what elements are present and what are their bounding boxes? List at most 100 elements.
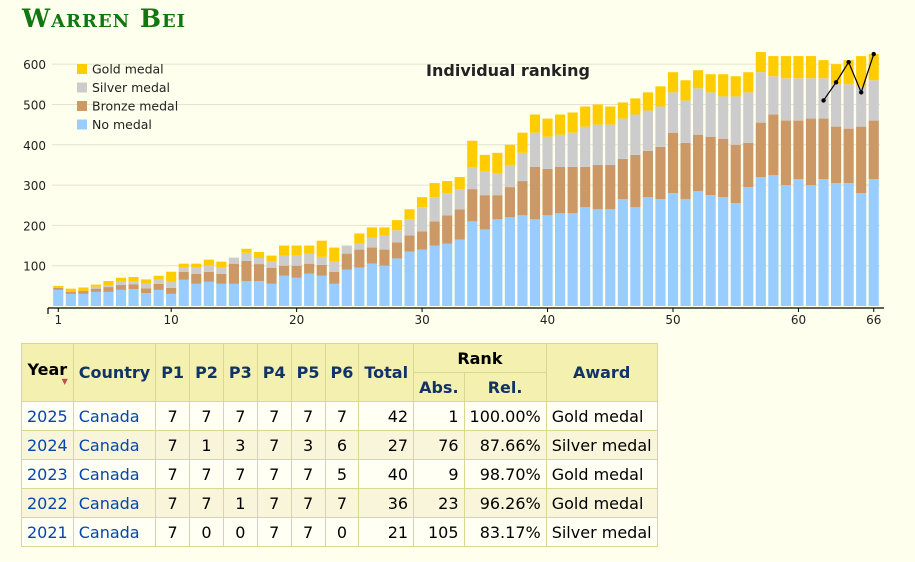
p2-score: 7 [189, 459, 224, 489]
bar-gold [354, 233, 365, 244]
bar-bronze [203, 271, 214, 282]
col-header-p6[interactable]: P6 [324, 343, 360, 402]
bar-bronze [630, 154, 641, 208]
bar-no-medal [605, 209, 616, 306]
bar-bronze [103, 287, 114, 292]
legend-label: Silver medal [92, 80, 170, 95]
bar-no-medal [630, 207, 641, 306]
bar-gold [266, 255, 277, 262]
bar-gold [555, 114, 566, 135]
bar-gold [517, 132, 528, 153]
bar-silver [467, 166, 478, 190]
bar-silver [805, 78, 817, 119]
bar-bronze [141, 288, 152, 294]
bar-bronze [417, 231, 428, 250]
overlay-point [871, 51, 876, 57]
year-link[interactable]: 2022 [21, 488, 74, 518]
bar-bronze [90, 288, 101, 292]
year-link[interactable]: 2021 [21, 517, 74, 547]
year-link[interactable]: 2025 [21, 401, 74, 431]
rank-rel: 96.26% [463, 488, 547, 518]
bar-bronze [65, 291, 76, 294]
year-link[interactable]: 2023 [21, 459, 74, 489]
bar-no-medal [705, 195, 716, 306]
legend-swatch [77, 64, 87, 74]
bar-gold [730, 76, 741, 97]
total-score: 21 [358, 517, 415, 547]
bar-no-medal [316, 275, 327, 306]
bar-bronze [743, 142, 754, 188]
p5-score: 7 [290, 401, 326, 431]
bar-silver [655, 106, 666, 147]
col-header-p1[interactable]: P1 [155, 343, 191, 402]
bar-gold [366, 227, 377, 238]
col-header-p5[interactable]: P5 [290, 343, 326, 402]
country-link[interactable]: Canada [72, 488, 157, 518]
legend-label: No medal [92, 117, 152, 132]
p2-score: 7 [189, 488, 224, 518]
col-header-abs[interactable]: Abs. [413, 372, 465, 402]
bar-silver [693, 88, 704, 135]
bar-no-medal [329, 283, 340, 306]
bar-bronze [642, 150, 653, 198]
bar-bronze [191, 273, 202, 284]
bar-silver [843, 84, 854, 129]
bar-bronze [705, 136, 716, 196]
x-tick-label: 66 [866, 313, 881, 327]
bar-bronze [529, 166, 541, 220]
bar-gold [605, 106, 616, 125]
col-header-p4[interactable]: P4 [256, 343, 292, 402]
country-link[interactable]: Canada [72, 459, 157, 489]
overlay-point [821, 98, 826, 103]
bar-no-medal [53, 289, 64, 306]
p3-score: 0 [222, 517, 258, 547]
col-header-p2[interactable]: P2 [189, 343, 224, 402]
bar-no-medal [366, 263, 377, 306]
bar-silver [605, 124, 616, 165]
chart-bars [53, 52, 879, 306]
country-link[interactable]: Canada [72, 430, 157, 460]
bar-silver [868, 80, 879, 121]
x-tick-label: 10 [164, 313, 179, 327]
chart-title: Individual ranking [426, 61, 590, 80]
col-header-rel[interactable]: Rel. [463, 372, 547, 402]
bar-bronze [304, 263, 315, 274]
bar-silver [768, 76, 779, 115]
bar-silver [178, 267, 189, 272]
bar-gold [642, 92, 653, 111]
col-header-total[interactable]: Total [358, 343, 415, 402]
bar-no-medal [115, 289, 127, 306]
bar-silver [492, 172, 503, 196]
bar-bronze [467, 189, 478, 222]
col-header-country[interactable]: Country [72, 343, 157, 402]
bar-gold [304, 245, 315, 254]
country-link[interactable]: Canada [72, 517, 157, 547]
bar-bronze [580, 166, 591, 208]
col-header-award[interactable]: Award [545, 343, 658, 402]
table-row: 2022 Canada 7 7 1 7 7 7 36 23 96.26% Gold medal [21, 488, 658, 518]
bar-gold [479, 154, 490, 171]
col-header-p3[interactable]: P3 [222, 343, 258, 402]
bar-bronze [793, 120, 804, 180]
award-label: Gold medal [545, 488, 658, 518]
year-link[interactable]: 2024 [21, 430, 74, 460]
bar-silver [454, 189, 465, 210]
col-header-year[interactable]: Year ▼ [21, 343, 74, 402]
bar-silver [856, 86, 867, 127]
bar-silver [542, 136, 553, 169]
bar-no-medal [768, 175, 779, 306]
bar-bronze [492, 195, 503, 220]
p1-score: 7 [155, 517, 191, 547]
chart-overlay-line [821, 51, 876, 103]
bar-silver [166, 281, 177, 288]
bar-no-medal [805, 185, 817, 306]
bar-silver [780, 78, 791, 121]
bar-no-medal [103, 291, 114, 306]
bar-no-medal [78, 293, 89, 306]
bar-gold [216, 261, 227, 268]
y-tick-label: 300 [23, 179, 46, 193]
country-link[interactable]: Canada [72, 401, 157, 431]
bar-silver [354, 243, 365, 250]
bar-gold [831, 64, 842, 85]
bar-silver [667, 92, 679, 133]
